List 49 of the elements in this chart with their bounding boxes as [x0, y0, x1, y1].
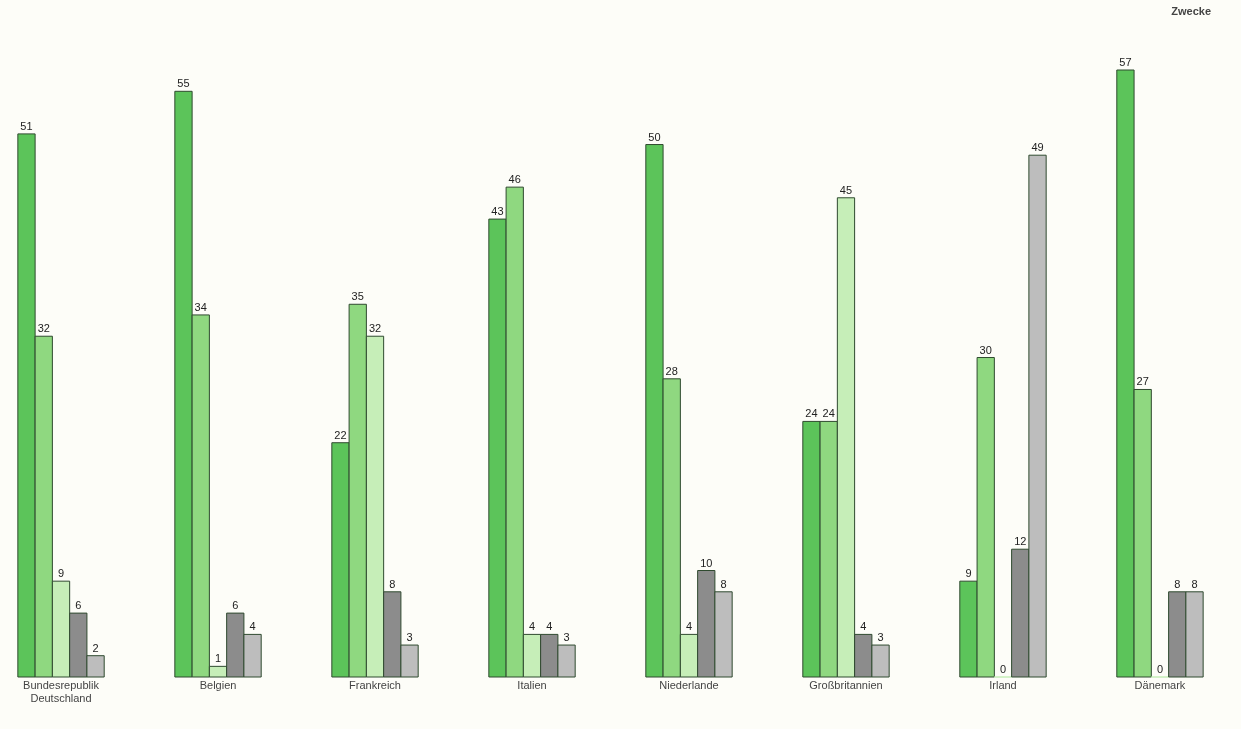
data-label: 3 [563, 631, 570, 644]
data-label: 9 [57, 567, 65, 580]
data-label: 8 [720, 577, 727, 590]
data-label: 51 [20, 119, 33, 132]
data-label: 46 [508, 173, 521, 186]
data-label: 28 [665, 364, 678, 377]
data-label: 8 [1191, 577, 1198, 590]
data-label: 3 [877, 631, 884, 644]
text: Zwecke [1171, 5, 1211, 17]
data-label: 32 [37, 322, 50, 335]
data-label: 0 [1156, 663, 1164, 675]
data-label: 2 [92, 641, 99, 654]
data-label: 49 [1031, 141, 1044, 154]
data-label: 12 [1014, 535, 1027, 548]
x-tick-label: Großbritannien [809, 678, 883, 691]
data-label: 24 [822, 407, 835, 420]
data-label: 4 [546, 620, 553, 633]
data-label: 9 [965, 567, 972, 580]
data-label: 34 [194, 300, 207, 313]
data-label: 57 [1119, 56, 1132, 68]
data-label: 6 [232, 599, 239, 612]
data-label: 4 [860, 620, 867, 633]
data-label: 55 [177, 77, 190, 90]
data-label: 4 [249, 620, 256, 633]
data-label: 3 [406, 631, 413, 644]
x-tick-label: Niederlande [659, 678, 719, 691]
data-label: 45 [839, 183, 853, 196]
x-tick-label: Dänemark [1134, 678, 1186, 691]
data-label: 6 [75, 599, 82, 612]
data-label: 24 [805, 407, 818, 420]
data-label: 35 [351, 290, 364, 303]
data-label: 8 [389, 577, 396, 590]
data-label: 30 [979, 343, 992, 356]
data-label: 8 [1174, 577, 1181, 590]
data-label: 22 [334, 428, 347, 441]
x-tick-label: Frankreich [349, 678, 401, 691]
data-label: 10 [700, 556, 713, 569]
data-label: 4 [685, 620, 693, 633]
x-tick-label: Irland [989, 678, 1017, 691]
data-label: 27 [1136, 375, 1149, 388]
data-label: 32 [368, 322, 382, 335]
data-label: 50 [648, 130, 661, 143]
data-label: 1 [214, 652, 222, 665]
x-tick-label: Belgien [199, 678, 237, 691]
x-tick-label: Bundesrepublik Deutschland [23, 678, 100, 704]
x-tick-label: Italien [517, 678, 547, 691]
data-label: 4 [528, 620, 536, 633]
data-label: 0 [999, 663, 1007, 675]
data-label: 43 [491, 205, 504, 218]
